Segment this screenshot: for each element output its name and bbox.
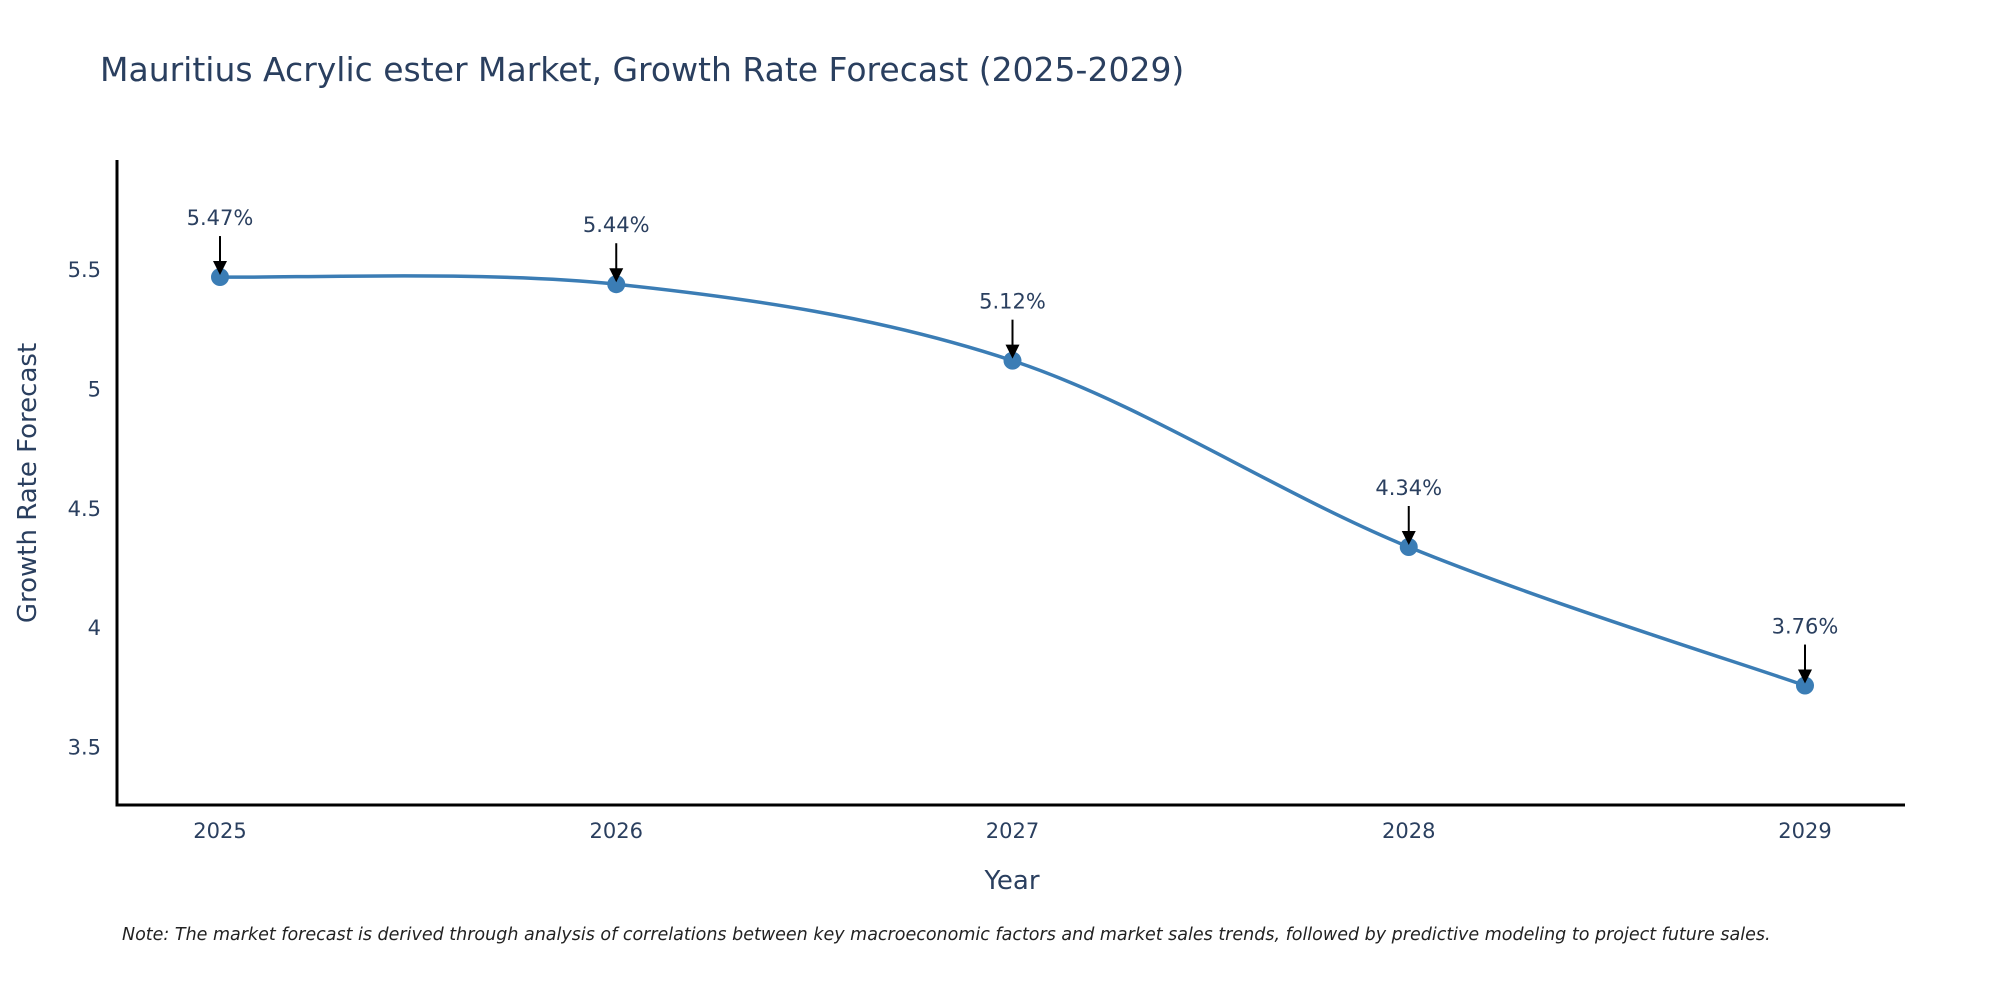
data-label: 3.76%	[1772, 615, 1839, 639]
data-point	[607, 275, 626, 294]
y-tick-label: 5.5	[68, 258, 101, 282]
y-tick-label: 4.5	[68, 497, 101, 521]
annotation-arrow-head	[1005, 344, 1020, 359]
annotation-arrow-head	[1798, 669, 1812, 684]
data-point	[1003, 351, 1022, 370]
y-tick-labels: 3.5 4 4.5 5 5.5	[68, 258, 101, 760]
y-axis-title: Growth Rate Forecast	[13, 343, 43, 623]
x-tick-label: 2029	[1778, 819, 1831, 843]
data-point	[1796, 676, 1814, 695]
plot-area: 5.47% 5.44% 5.12% 4.34% 3.76%	[187, 206, 1839, 695]
annotation-arrow-head	[1401, 531, 1416, 545]
x-tick-label: 2028	[1382, 819, 1435, 843]
x-axis-title: Year	[983, 866, 1039, 896]
data-label: 4.34%	[1375, 476, 1442, 500]
x-tick-label: 2025	[193, 819, 246, 843]
y-tick-label: 3.5	[68, 736, 101, 760]
data-point	[211, 268, 229, 287]
footnote: Note: The market forecast is derived thr…	[122, 925, 1771, 945]
annotation-arrow-head	[213, 261, 227, 276]
x-tick-labels: 2025 2026 2027 2028 2029	[193, 819, 1831, 843]
x-tick-label: 2027	[986, 819, 1039, 843]
data-point	[1399, 538, 1418, 556]
x-tick-label: 2026	[590, 819, 643, 843]
chart-title: Mauritius Acrylic ester Market, Growth R…	[100, 50, 1184, 89]
annotation-arrow-head	[609, 268, 624, 283]
y-tick-label: 5	[88, 377, 101, 401]
y-tick-label: 4	[88, 616, 101, 640]
data-label: 5.44%	[583, 213, 650, 237]
data-label: 5.47%	[187, 206, 254, 230]
data-label: 5.12%	[979, 290, 1046, 314]
